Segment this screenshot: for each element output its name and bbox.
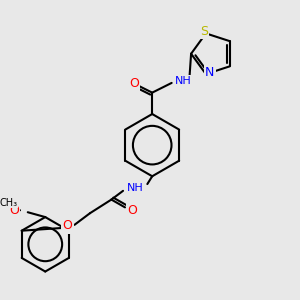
Text: S: S — [200, 25, 208, 38]
Text: CH₃: CH₃ — [0, 197, 17, 208]
Text: O: O — [129, 77, 139, 90]
Text: O: O — [9, 204, 19, 217]
Text: N: N — [205, 66, 214, 79]
Text: NH: NH — [175, 76, 192, 86]
Text: O: O — [63, 219, 73, 232]
Text: O: O — [127, 204, 137, 217]
Text: NH: NH — [127, 183, 144, 193]
